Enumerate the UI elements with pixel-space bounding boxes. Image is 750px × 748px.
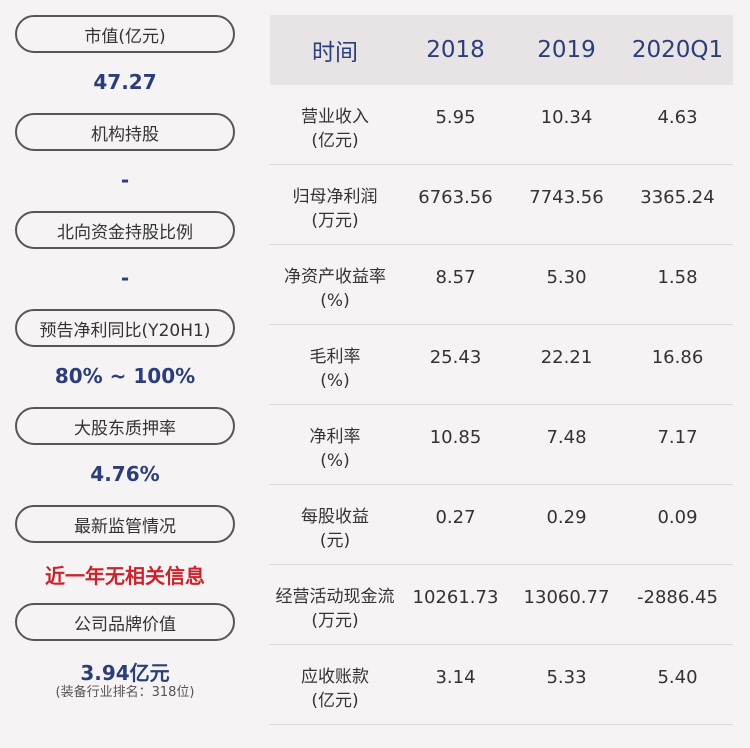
table-cell: 7.48 xyxy=(546,427,587,448)
table-cell: 7.17 xyxy=(657,427,698,448)
row-unit: (万元) xyxy=(311,211,359,231)
row-name: 净利率 xyxy=(309,427,361,447)
left-panel: 市值(亿元) 47.27 机构持股 - 北向资金持股比例 - 预告净利同比(Y2… xyxy=(0,0,250,748)
table-cell: 5.40 xyxy=(657,667,698,688)
table-cell: 3365.24 xyxy=(640,187,715,208)
row-label: 经营活动现金流 (万元) xyxy=(270,565,400,644)
profit-forecast-value: 80% ~ 100% xyxy=(54,364,196,388)
regulatory-status-label: 最新监管情况 xyxy=(15,505,235,543)
table-row: 归母净利润 (万元) 6763.56 7743.56 3365.24 xyxy=(270,165,733,245)
table-cell: 16.86 xyxy=(651,347,704,368)
table-row: 应收账款 (亿元) 3.14 5.33 5.40 xyxy=(270,645,733,725)
row-unit: (%) xyxy=(320,451,350,471)
brand-rank-note: (装备行业排名：318位) xyxy=(55,685,195,700)
table-cell: 4.63 xyxy=(657,107,698,128)
row-name: 归母净利润 xyxy=(292,187,378,207)
table-cell: 25.43 xyxy=(429,347,482,368)
table-cell: 5.30 xyxy=(546,267,587,288)
pledge-ratio-value: 4.76% xyxy=(90,462,160,486)
table-cell: 3.14 xyxy=(435,667,476,688)
market-cap-label: 市值(亿元) xyxy=(15,15,235,53)
regulatory-status-value: 近一年无相关信息 xyxy=(45,564,205,588)
table-cell: 0.09 xyxy=(657,507,698,528)
table-cell: -2886.45 xyxy=(637,587,718,608)
row-unit: (万元) xyxy=(311,611,359,631)
table-row: 营业收入 (亿元) 5.95 10.34 4.63 xyxy=(270,85,733,165)
table-cell: 5.33 xyxy=(546,667,587,688)
row-label: 毛利率 (%) xyxy=(270,325,400,404)
institutional-holding-label: 机构持股 xyxy=(15,113,235,151)
table-cell: 22.21 xyxy=(540,347,593,368)
header-cell: 2020Q1 xyxy=(631,37,724,63)
table-row: 经营活动现金流 (万元) 10261.73 13060.77 -2886.45 xyxy=(270,565,733,645)
row-label: 净利率 (%) xyxy=(270,405,400,484)
market-cap-value: 47.27 xyxy=(93,70,157,94)
brand-value-value: 3.94亿元 xyxy=(80,661,170,685)
header-cell: 时间 xyxy=(312,40,358,66)
northbound-ratio-value: - xyxy=(120,266,130,290)
table-cell: 7743.56 xyxy=(529,187,604,208)
row-label: 归母净利润 (万元) xyxy=(270,165,400,244)
table-cell: 13060.77 xyxy=(523,587,610,608)
table-cell: 5.95 xyxy=(435,107,476,128)
row-name: 应收账款 xyxy=(301,667,369,687)
header-cell: 2018 xyxy=(426,37,485,63)
table-cell: 10261.73 xyxy=(412,587,499,608)
row-unit: (元) xyxy=(319,531,351,551)
financial-table: 时间 2018 2019 2020Q1 营业收入 (亿元) 5.95 10.34 … xyxy=(270,15,733,725)
row-label: 净资产收益率 (%) xyxy=(270,245,400,324)
header-cell: 2019 xyxy=(537,37,596,63)
table-row: 净利率 (%) 10.85 7.48 7.17 xyxy=(270,405,733,485)
brand-value-label: 公司品牌价值 xyxy=(15,603,235,641)
row-label: 应收账款 (亿元) xyxy=(270,645,400,724)
table-cell: 6763.56 xyxy=(418,187,493,208)
row-name: 净资产收益率 xyxy=(284,267,386,287)
table-row: 每股收益 (元) 0.27 0.29 0.09 xyxy=(270,485,733,565)
profit-forecast-label: 预告净利同比(Y20H1) xyxy=(15,309,235,347)
row-unit: (亿元) xyxy=(311,691,359,711)
table-cell: 10.85 xyxy=(429,427,482,448)
table-row: 净资产收益率 (%) 8.57 5.30 1.58 xyxy=(270,245,733,325)
table-header: 时间 2018 2019 2020Q1 xyxy=(270,15,733,85)
table-cell: 10.34 xyxy=(540,107,593,128)
table-cell: 0.29 xyxy=(546,507,587,528)
northbound-ratio-label: 北向资金持股比例 xyxy=(15,211,235,249)
institutional-holding-value: - xyxy=(120,168,130,192)
row-name: 营业收入 xyxy=(301,107,369,127)
row-label: 营业收入 (亿元) xyxy=(270,85,400,164)
row-name: 经营活动现金流 xyxy=(275,587,395,607)
row-label: 每股收益 (元) xyxy=(270,485,400,564)
row-unit: (亿元) xyxy=(311,131,359,151)
row-name: 毛利率 xyxy=(309,347,361,367)
table-cell: 1.58 xyxy=(657,267,698,288)
row-unit: (%) xyxy=(320,291,350,311)
row-unit: (%) xyxy=(320,371,350,391)
pledge-ratio-label: 大股东质押率 xyxy=(15,407,235,445)
table-cell: 8.57 xyxy=(435,267,476,288)
table-cell: 0.27 xyxy=(435,507,476,528)
table-row: 毛利率 (%) 25.43 22.21 16.86 xyxy=(270,325,733,405)
row-name: 每股收益 xyxy=(301,507,369,527)
